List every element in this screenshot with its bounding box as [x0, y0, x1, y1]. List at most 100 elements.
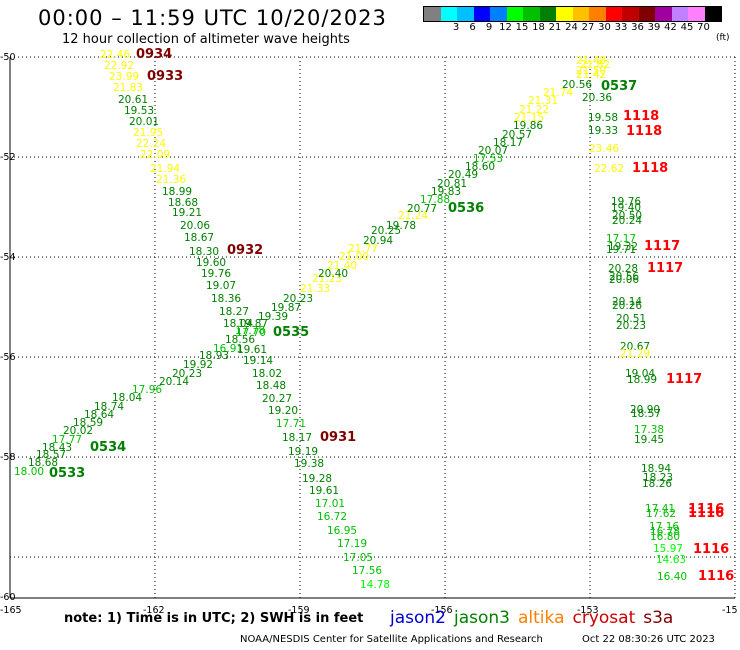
- wave-height-value: 17.41: [645, 503, 675, 515]
- wave-height-value: 17.78: [235, 325, 265, 337]
- wave-height-value: 21.94: [150, 163, 180, 175]
- wave-height-value: 18.57: [631, 408, 661, 420]
- color-scale-label: 33: [614, 22, 628, 33]
- wave-height-value: 18.23: [643, 472, 673, 484]
- latitude-tick-label: -52: [0, 152, 16, 163]
- color-swatch: [622, 7, 639, 21]
- wave-height-value: 17.16: [649, 521, 679, 533]
- wave-height-value: 18.48: [256, 380, 286, 392]
- wave-height-value: 18.26: [642, 478, 672, 490]
- color-swatch: [655, 7, 672, 21]
- color-scale-label: 3: [452, 22, 460, 33]
- wave-height-value: 19.33: [588, 125, 618, 137]
- wave-height-value: 21.15: [514, 112, 544, 124]
- wave-height-value: 21.50: [576, 65, 606, 77]
- wave-height-value: 22.09: [140, 149, 170, 161]
- color-scale-label: 30: [598, 22, 611, 33]
- wave-height-value: 18.36: [211, 293, 241, 305]
- color-scale-label: 15: [515, 22, 529, 33]
- wave-height-value: 22.92: [104, 60, 134, 72]
- color-swatch: [523, 7, 540, 21]
- wave-height-value: 20.28: [608, 263, 638, 275]
- wave-height-value: 20.49: [448, 169, 478, 181]
- wave-height-value: 20.36: [582, 92, 612, 104]
- mission-jason3: jason3: [454, 608, 510, 628]
- wave-height-value: 19.86: [513, 120, 543, 132]
- wave-height-value: 21.77: [348, 243, 378, 255]
- color-scale-units: (ft): [716, 33, 730, 43]
- wave-height-value: 15.97: [653, 543, 683, 555]
- wave-height-value: 21.95: [133, 127, 163, 139]
- pass-time-label: 0933: [147, 69, 183, 84]
- pass-time-label: 1117: [644, 239, 680, 254]
- wave-height-value: 19.28: [302, 473, 332, 485]
- wave-height-value: 19.60: [196, 257, 226, 269]
- wave-height-value: 21.22: [519, 104, 549, 116]
- wave-height-value: 19.38: [294, 458, 324, 470]
- wave-height-value: 18.68: [168, 197, 198, 209]
- wave-height-value: 21.33: [300, 283, 330, 295]
- wave-height-value: 17.01: [315, 498, 345, 510]
- color-swatch: [473, 7, 490, 21]
- credit-line: NOAA/NESDIS Center for Satellite Applica…: [240, 634, 543, 645]
- wave-height-value: 17.05: [343, 552, 373, 564]
- color-swatch: [671, 7, 688, 21]
- wave-height-value: 17.17: [606, 233, 636, 245]
- wave-height-value: 21.29: [620, 348, 650, 360]
- pass-time-label: 0536: [448, 201, 484, 216]
- wave-height-value: 20.56: [562, 79, 592, 91]
- wave-height-value: 17.53: [473, 153, 503, 165]
- wave-height-value: 20.57: [502, 129, 532, 141]
- latitude-tick-label: -60: [0, 592, 16, 603]
- color-scale-label: 70: [697, 22, 710, 33]
- wave-height-value: 14.63: [656, 554, 686, 566]
- wave-height-value: 18.67: [184, 232, 214, 244]
- wave-height-value: 21.00: [339, 251, 369, 263]
- color-swatch: [424, 7, 441, 21]
- color-scale-label: 27: [581, 22, 595, 33]
- wave-height-value: 20.06: [180, 220, 210, 232]
- wave-height-value: 16.40: [657, 571, 687, 583]
- wave-height-value: 19.58: [588, 112, 618, 124]
- wave-height-value: 18.94: [641, 463, 671, 475]
- wave-height-value: 18.04: [112, 392, 142, 404]
- pass-time-label: 0534: [90, 440, 126, 455]
- color-swatch: [688, 7, 705, 21]
- wave-height-value: 18.04: [223, 318, 253, 330]
- wave-height-value: 21.23: [312, 273, 342, 285]
- wave-height-value: 20.67: [620, 341, 650, 353]
- wave-observations: 22.4622.9223.9921.8320.6119.5320.0121.95…: [14, 49, 687, 591]
- map-axes: -165 -162 -159 -156 -153 -15 -50 -52 -54 -56 -58 -6…: [0, 52, 738, 616]
- wave-height-value: 22.46: [100, 49, 130, 61]
- wave-height-value: 20.90: [630, 404, 660, 416]
- wave-height-value: 20.06: [609, 274, 639, 286]
- mission-jason2: jason2: [390, 608, 446, 628]
- wave-height-value: 17.62: [646, 508, 676, 520]
- wave-height-value: 20.26: [612, 300, 642, 312]
- pass-time-label: 1116: [698, 569, 734, 584]
- wave-height-value: 14.78: [360, 579, 390, 591]
- color-scale-label: 45: [680, 22, 694, 33]
- wave-height-value: 20.50: [612, 210, 642, 222]
- wave-height-value: 23.99: [109, 71, 139, 83]
- wave-height-value: 18.68: [28, 457, 58, 469]
- pass-time-label: 0537: [601, 79, 637, 94]
- wave-height-value: 23.46: [589, 143, 619, 155]
- wave-height-value: 16.91: [213, 343, 243, 355]
- map-subtitle: 12 hour collection of altimeter wave hei…: [62, 32, 350, 47]
- mission-altika: altika: [518, 608, 565, 628]
- wave-height-value: 21.48: [576, 55, 606, 67]
- wave-height-value: 17.38: [634, 424, 664, 436]
- color-swatch: [704, 7, 721, 21]
- wave-height-value: 18.56: [225, 334, 255, 346]
- color-scale-label: 12: [499, 22, 512, 33]
- wave-height-value: 20.07: [478, 145, 508, 157]
- pass-time-label: 1118: [623, 109, 659, 124]
- wave-height-value: 20.51: [616, 313, 646, 325]
- wave-height-value: 19.32: [608, 241, 638, 253]
- wave-height-value: 19.76: [611, 196, 641, 208]
- color-scale-label: 39: [647, 22, 661, 33]
- pass-time-label: 1118: [632, 161, 668, 176]
- wave-height-value: 20.81: [437, 178, 467, 190]
- wave-height-value: 19.39: [258, 311, 288, 323]
